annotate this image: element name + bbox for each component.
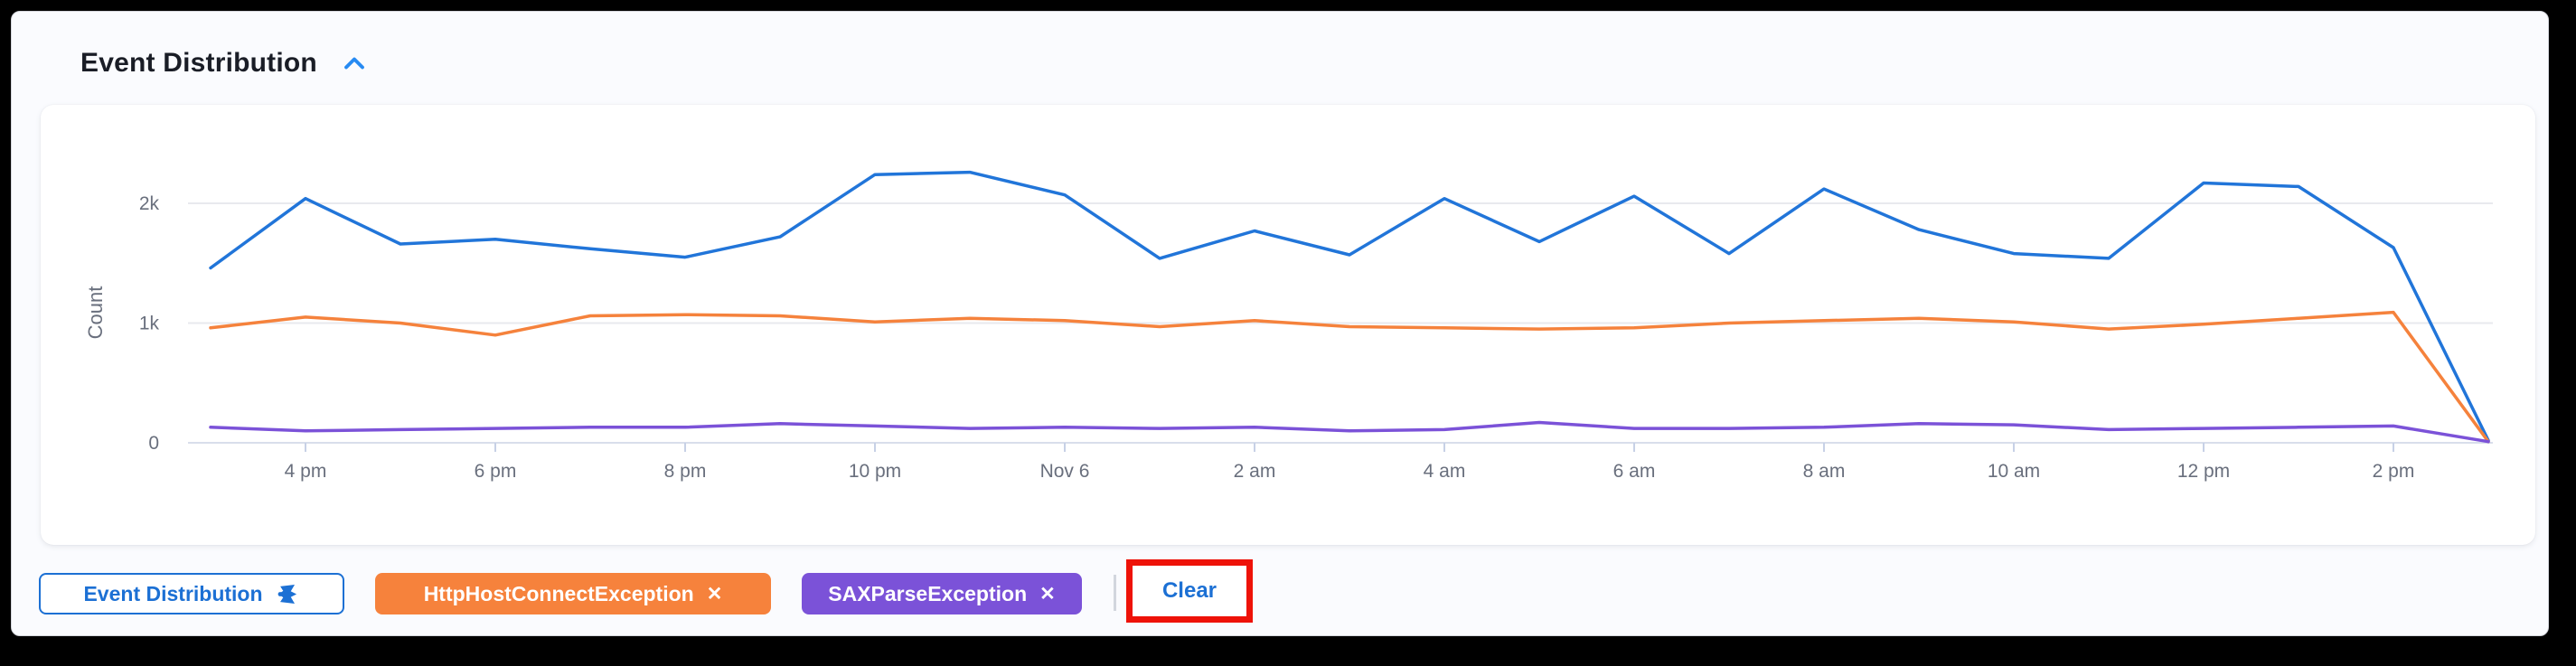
annotation-highlight-box: Clear [1126, 559, 1253, 623]
y-axis-tick-label: 2k [139, 193, 160, 214]
x-axis-tick-label: 2 am [1234, 461, 1276, 482]
line-series [209, 310, 2490, 444]
x-axis-tick-label: 10 pm [849, 461, 901, 482]
filter-chip-httphostconnectexception[interactable]: HttpHostConnectException ✕ [375, 573, 771, 614]
collapse-panel-button[interactable] [341, 50, 368, 77]
x-axis-tick-label: 10 am [1988, 461, 2040, 482]
page-title: Event Distribution [80, 48, 317, 78]
x-axis-tick-label: 4 am [1424, 461, 1466, 482]
x-axis-tick-label: 6 pm [475, 461, 517, 482]
close-icon[interactable]: ✕ [706, 583, 723, 605]
chevron-up-icon [343, 53, 366, 73]
event-distribution-card: Event Distribution 0 1k 2k Count 4 pm 6 pm 8 p… [11, 11, 2549, 636]
line-series [209, 170, 2490, 443]
chart-plot-area[interactable]: 0 1k 2k Count 4 pm 6 pm 8 pm 10 pm Nov 6 2 am 4 am… [41, 105, 2535, 545]
filter-bar: Event Distribution HttpHostConnectExcept… [12, 12, 2548, 666]
vertical-divider [1114, 575, 1116, 611]
y-axis-tick-label: 0 [148, 433, 159, 454]
close-icon[interactable]: ✕ [1039, 583, 1056, 605]
x-axis-tick-label: 4 pm [285, 461, 327, 482]
panel-button-label: Event Distribution [83, 581, 263, 605]
x-axis-tick-label: Nov 6 [1040, 461, 1090, 482]
x-axis-tick-label: 8 pm [664, 461, 707, 482]
x-axis-tick-label: 6 am [1613, 461, 1656, 482]
chip-label: SAXParseException [828, 581, 1028, 605]
filter-chip-saxparseexception[interactable]: SAXParseException ✕ [802, 573, 1082, 614]
event-distribution-chart-panel: 0 1k 2k Count 4 pm 6 pm 8 pm 10 pm Nov 6 2 am 4 am… [41, 105, 2535, 545]
y-axis-label: Count [84, 286, 107, 340]
x-axis-tick-label: 8 am [1803, 461, 1846, 482]
share-icon [276, 582, 300, 606]
x-axis-tick-label: 2 pm [2373, 461, 2415, 482]
event-distribution-filter-button[interactable]: Event Distribution [39, 573, 344, 614]
line-series [209, 420, 2490, 444]
panel-header: Event Distribution [80, 48, 368, 79]
y-axis-tick-label: 1k [139, 314, 160, 334]
x-axis-tick-label: 12 pm [2177, 461, 2230, 482]
clear-filters-button[interactable]: Clear [1155, 578, 1224, 604]
chip-label: HttpHostConnectException [423, 581, 694, 605]
